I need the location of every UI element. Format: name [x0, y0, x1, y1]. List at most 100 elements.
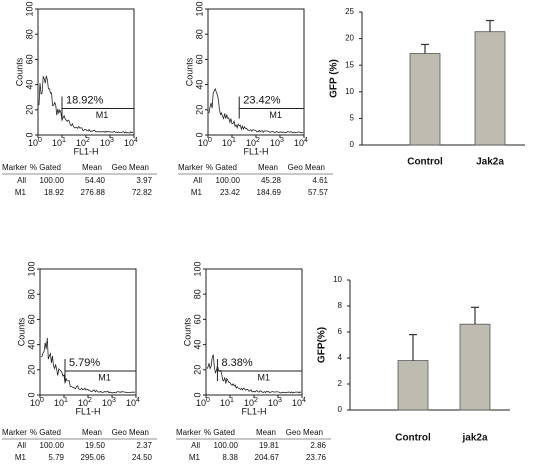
gate-label: M1 [257, 372, 270, 382]
x-tick-exponent: 0 [208, 137, 212, 144]
table-cell: 204.67 [255, 453, 280, 462]
y-tick-label: 0 [24, 132, 34, 137]
y-tick-label: 0 [350, 140, 355, 149]
table-header: Mean [82, 428, 102, 437]
table-cell: 295.06 [81, 453, 106, 462]
table-cell: All [193, 176, 202, 185]
bar [409, 53, 441, 146]
table-header: Marker [176, 428, 201, 437]
table-cell: 5.79 [48, 453, 64, 462]
table-cell: 100.00 [40, 176, 65, 185]
x-tick-base: 10 [100, 138, 110, 148]
y-tick-label: 100 [24, 1, 34, 16]
y-tick-label: 60 [24, 54, 34, 64]
y-tick-label: 6 [338, 327, 343, 336]
table-cell: All [17, 441, 26, 450]
table-cell: 276.88 [81, 188, 106, 197]
x-tick-label: 102 [246, 137, 260, 149]
x-tick-exponent: 0 [40, 397, 44, 404]
y-tick-label: 20 [24, 105, 34, 115]
gate-percent: 23.42% [243, 94, 281, 106]
plot-frame [205, 268, 303, 396]
x-tick-base: 10 [102, 398, 112, 408]
gate-label: M1 [269, 110, 282, 120]
table-cell: 23.42 [220, 188, 241, 197]
x-tick-base: 10 [244, 398, 254, 408]
x-tick-label: 101 [220, 397, 234, 409]
x-tick-label: 103 [100, 137, 114, 149]
gate-percent: 5.79% [69, 357, 100, 369]
x-tick-label: 104 [124, 137, 138, 149]
table-cell: 3.97 [136, 176, 152, 185]
y-tick-label: 100 [192, 261, 202, 276]
table-header: Mean [256, 428, 276, 437]
x-tick-label: 103 [268, 397, 282, 409]
x-tick-exponent: 4 [134, 137, 138, 144]
table-header: % Gated [206, 163, 237, 172]
gate-percent: 18.92% [66, 94, 104, 106]
x-tick-base: 10 [196, 398, 206, 408]
x-tick-label: 101 [222, 137, 236, 149]
x-tick-base: 10 [246, 138, 256, 148]
gate-label: M1 [98, 372, 111, 382]
bar [474, 31, 506, 146]
x-tick-base: 10 [124, 138, 134, 148]
table-header: Marker [178, 163, 203, 172]
histogram-trace [40, 337, 136, 394]
x-tick-label: Jak2a [476, 157, 504, 168]
y-tick-label: 80 [194, 29, 204, 39]
x-tick-label: 100 [196, 397, 210, 409]
y-tick-label: 60 [192, 314, 202, 324]
y-tick-label: 0 [194, 132, 204, 137]
y-tick-label: 10 [345, 87, 354, 96]
x-tick-label: 103 [102, 397, 116, 409]
bar [397, 360, 429, 411]
x-tick-exponent: 3 [280, 137, 284, 144]
y-tick-label: 40 [194, 80, 204, 90]
y-axis-label: Counts [14, 57, 24, 86]
x-tick-exponent: 4 [136, 397, 140, 404]
table-cell: M1 [191, 188, 203, 197]
y-tick-label: 10 [333, 275, 342, 284]
table-cell: M1 [15, 453, 27, 462]
x-tick-exponent: 2 [254, 397, 258, 404]
y-tick-label: 15 [345, 60, 354, 69]
y-axis-label: Counts [184, 57, 194, 86]
histogram-trace [206, 354, 302, 394]
table-cell: 2.37 [136, 441, 152, 450]
x-tick-exponent: 1 [62, 137, 66, 144]
table-cell: 23.76 [306, 453, 327, 462]
table-cell: 57.57 [308, 188, 329, 197]
table-header: Geo Mean [288, 163, 325, 172]
gate-label: M1 [96, 110, 109, 120]
x-tick-label: 104 [126, 397, 140, 409]
y-tick-label: 8 [338, 301, 343, 310]
y-tick-label: 40 [192, 340, 202, 350]
x-tick-label: Control [395, 433, 431, 444]
x-tick-base: 10 [268, 398, 278, 408]
table-header: Marker [2, 163, 27, 172]
x-tick-base: 10 [222, 138, 232, 148]
x-tick-label: 100 [30, 397, 44, 409]
x-axis-label: FL1-H [73, 146, 98, 156]
y-tick-label: 40 [26, 340, 36, 350]
x-tick-label: 102 [78, 397, 92, 409]
table-cell: 24.50 [132, 453, 153, 462]
x-tick-label: 104 [292, 397, 306, 409]
table-cell: 100.00 [216, 176, 241, 185]
y-tick-label: 80 [192, 289, 202, 299]
table-cell: 19.81 [259, 441, 280, 450]
y-tick-label: 0 [192, 392, 202, 397]
y-tick-label: 60 [26, 314, 36, 324]
x-tick-base: 10 [292, 398, 302, 408]
table-cell: 2.86 [310, 441, 326, 450]
x-axis-label: FL1-H [75, 406, 100, 416]
x-tick-label: 100 [28, 137, 42, 149]
table-header: Mean [258, 163, 278, 172]
x-tick-base: 10 [294, 138, 304, 148]
table-cell: 54.40 [85, 176, 106, 185]
y-tick-label: 0 [338, 405, 343, 414]
plot-frame [37, 8, 135, 136]
x-tick-exponent: 1 [230, 397, 234, 404]
